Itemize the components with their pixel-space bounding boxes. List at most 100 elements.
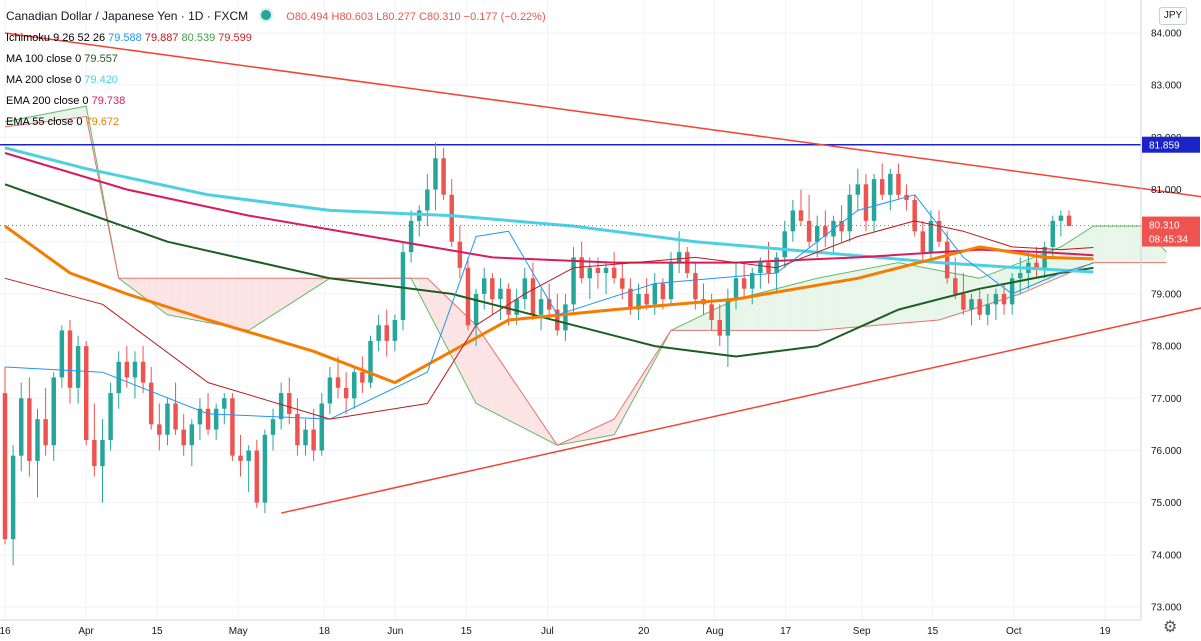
- candle-body: [67, 330, 73, 388]
- ichimoku-cloud: [735, 297, 745, 331]
- candle-body: [343, 387, 349, 399]
- series-line: [4, 224, 1094, 385]
- candle-body: [278, 393, 284, 420]
- ichimoku-cloud: [833, 273, 842, 330]
- y-tick-label: 73.000: [1151, 603, 1182, 614]
- indicator-row[interactable]: MA 100 close 0 79.557: [6, 49, 546, 70]
- indicator-value: 80.539: [178, 32, 216, 44]
- ichimoku-cloud: [882, 264, 891, 325]
- candle-body: [652, 283, 658, 305]
- candle-body: [595, 267, 601, 274]
- candle-body: [676, 252, 682, 263]
- candle-body: [19, 398, 24, 456]
- candle-body: [457, 241, 463, 268]
- candle-body: [928, 220, 934, 253]
- ohlc-readout: O80.494 H80.603 L80.277 C80.310 −0.177 (…: [286, 11, 545, 23]
- ichimoku-cloud: [281, 278, 290, 310]
- ichimoku-cloud: [69, 107, 79, 119]
- x-tick-label: 17: [780, 626, 792, 637]
- candle-body: [43, 419, 48, 446]
- indicator-row[interactable]: MA 200 close 0 79.420: [6, 70, 546, 91]
- candle-body: [977, 299, 982, 315]
- ichimoku-cloud: [484, 337, 493, 412]
- candle-body: [75, 346, 81, 388]
- candle-body: [953, 278, 958, 294]
- x-tick-label: 15: [152, 626, 164, 637]
- ichimoku-cloud: [5, 120, 14, 127]
- ichimoku-cloud: [825, 275, 834, 330]
- candle-body: [587, 267, 593, 279]
- candle-body: [603, 267, 609, 274]
- y-tick-label: 81.000: [1151, 185, 1182, 196]
- ichimoku-cloud: [175, 278, 184, 318]
- ichimoku-cloud: [208, 278, 217, 325]
- candle-body: [287, 393, 292, 414]
- x-tick-label: Jul: [541, 626, 554, 637]
- x-tick-label: 20: [638, 626, 650, 637]
- candle-body: [433, 158, 438, 190]
- x-tick-label: 18: [319, 626, 331, 637]
- candle-body: [782, 231, 787, 258]
- indicator-row[interactable]: EMA 200 close 0 79.738: [6, 91, 546, 112]
- candle-body: [888, 173, 893, 195]
- candle-body: [157, 424, 162, 435]
- gear-icon[interactable]: ⚙: [1163, 619, 1178, 636]
- candle-body: [839, 220, 844, 232]
- candle-body: [270, 419, 276, 435]
- ichimoku-cloud: [597, 422, 607, 438]
- candle-body: [35, 419, 40, 461]
- candle-body: [335, 377, 341, 388]
- candle-body: [717, 320, 722, 336]
- ichimoku-cloud: [191, 278, 200, 322]
- y-tick-label: 84.000: [1151, 29, 1182, 40]
- candle-body: [10, 455, 16, 540]
- ichimoku-cloud: [614, 406, 623, 435]
- ichimoku-cloud: [435, 286, 444, 341]
- resistance-price-label: 81.859: [1149, 141, 1180, 152]
- candle-body: [368, 340, 373, 383]
- ichimoku-cloud: [898, 262, 907, 324]
- ichimoku-cloud: [1077, 231, 1086, 270]
- x-tick-label: Apr: [78, 626, 94, 637]
- ichimoku-cloud: [841, 271, 850, 329]
- ichimoku-cloud: [232, 278, 241, 329]
- candle-body: [392, 320, 398, 341]
- ichimoku-cloud: [1052, 246, 1061, 280]
- candle-body: [741, 278, 747, 289]
- currency-button[interactable]: JPY: [1159, 7, 1187, 25]
- ichimoku-cloud: [1093, 226, 1102, 263]
- x-tick-label: Jun: [387, 626, 403, 637]
- candle-body: [481, 278, 487, 294]
- candle-body: [766, 262, 771, 274]
- candle-body: [993, 293, 999, 305]
- y-tick-label: 78.000: [1151, 342, 1182, 353]
- y-tick-label: 74.000: [1151, 550, 1182, 561]
- candle-body: [790, 210, 796, 232]
- countdown-label: 08:45:34: [1149, 235, 1188, 246]
- ichimoku-cloud: [622, 393, 631, 420]
- candle-body: [230, 398, 235, 456]
- ichimoku-cloud: [264, 278, 274, 320]
- candle-body: [920, 231, 926, 253]
- candle-body: [522, 278, 528, 300]
- ichimoku-cloud: [695, 314, 704, 331]
- ichimoku-cloud: [817, 276, 826, 331]
- ichimoku-cloud: [313, 278, 322, 289]
- candle-body: [197, 408, 203, 425]
- candle-body: [693, 273, 698, 300]
- indicator-row[interactable]: EMA 55 close 0 79.672: [6, 112, 546, 133]
- candle-body: [1050, 220, 1055, 247]
- ichimoku-cloud: [914, 265, 923, 323]
- symbol-title[interactable]: Canadian Dollar / Japanese Yen · 1D · FX…: [6, 9, 249, 23]
- ichimoku-cloud: [606, 419, 615, 437]
- indicator-row[interactable]: Ichimoku 9 26 52 26 79.588 79.887 80.539…: [6, 28, 546, 49]
- x-tick-label: 15: [927, 626, 939, 637]
- indicator-value: 79.557: [84, 53, 118, 65]
- candle-body: [514, 299, 519, 315]
- ichimoku-cloud: [443, 293, 452, 357]
- candle-body: [571, 257, 576, 305]
- candle-body: [173, 403, 178, 430]
- candle-body: [944, 241, 950, 279]
- ichimoku-cloud: [273, 278, 282, 315]
